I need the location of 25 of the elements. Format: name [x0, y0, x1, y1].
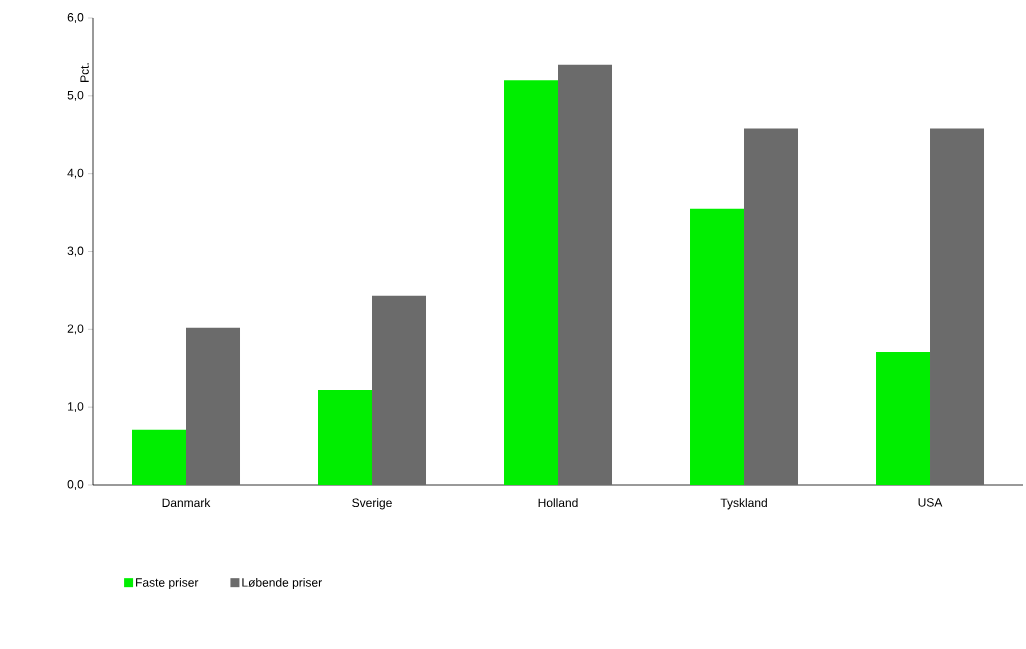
bar: [186, 327, 240, 485]
x-tick-label: USA: [918, 498, 943, 507]
bar: [744, 128, 799, 485]
y-tick-label: 1,0: [68, 402, 84, 413]
y-tick-label: 5,0: [67, 90, 84, 101]
bar: [876, 351, 931, 485]
bar: [132, 429, 186, 485]
bar: [690, 208, 745, 485]
x-tick-label: Sverige: [352, 498, 392, 510]
legend-label: Løbende priser: [242, 577, 322, 590]
bar: [372, 295, 426, 485]
y-tick-label: 2,0: [67, 324, 84, 335]
y-axis-title: Pct.: [80, 63, 89, 82]
bar: [504, 80, 559, 485]
bar: [930, 128, 985, 485]
bar: [558, 64, 613, 485]
bar: [318, 390, 372, 485]
x-tick-label: Danmark: [162, 498, 211, 508]
legend-label: Faste priser: [136, 577, 199, 590]
x-tick-label: Holland: [538, 498, 578, 508]
x-tick-label: Tyskland: [720, 498, 767, 510]
y-tick-label: 3,0: [67, 246, 84, 257]
y-tick-label: 4,0: [67, 168, 84, 179]
y-tick-label: 6,0: [67, 13, 84, 23]
y-tick-label: 0,0: [67, 480, 84, 490]
